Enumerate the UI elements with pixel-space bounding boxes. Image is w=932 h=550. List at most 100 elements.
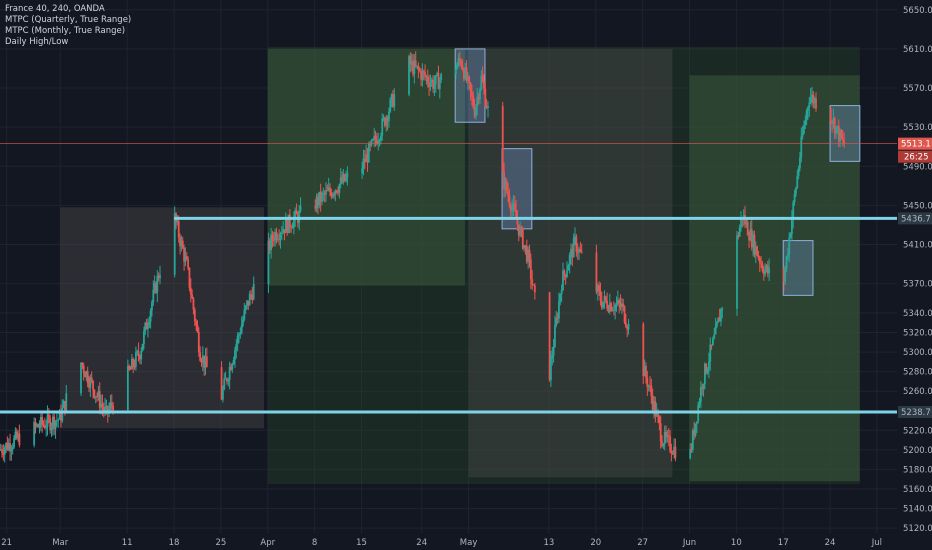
candle-body (92, 380, 94, 390)
candle-body (831, 121, 833, 124)
legend-title[interactable]: France 40, 240, OANDA (5, 4, 105, 14)
candle-body (671, 453, 674, 455)
x-tick-label: 13 (543, 538, 554, 548)
candle-body (571, 248, 574, 258)
x-tick-label: 27 (637, 538, 648, 548)
candle-body (46, 414, 49, 428)
candle-body (151, 302, 153, 311)
candle-body (60, 411, 62, 421)
candle-body (227, 380, 230, 382)
candle-body (84, 372, 86, 378)
candle-body (346, 173, 349, 177)
candle-body (627, 323, 630, 330)
candle-body (764, 269, 767, 275)
candle-body (603, 296, 606, 302)
candle-body (784, 269, 787, 282)
candle-body (109, 402, 112, 409)
candle-body (843, 140, 846, 144)
last-price-badge (898, 137, 932, 150)
candle-body (18, 433, 21, 446)
x-tick-label: 24 (416, 538, 427, 548)
candle-body (96, 396, 98, 398)
candle-body (694, 423, 697, 436)
legend-indicator-quarterly[interactable]: MTPC (Quarterly, True Range) (5, 15, 132, 25)
legend-indicator-daily[interactable]: Daily High/Low (5, 37, 69, 47)
candle-body (645, 365, 647, 378)
candle-body (653, 401, 655, 410)
candle-body (479, 88, 481, 100)
y-tick-label: 5220.0 (903, 426, 932, 436)
legend-indicator-monthly[interactable]: MTPC (Monthly, True Range) (5, 26, 126, 36)
candle-body (480, 75, 483, 89)
candle-body (409, 56, 412, 65)
candle-body (567, 265, 570, 271)
candle-body (487, 106, 489, 109)
candle-body (620, 303, 623, 308)
candle-body (839, 130, 842, 142)
candle-body (616, 300, 619, 304)
candle-body (377, 140, 380, 145)
candle-body (180, 240, 183, 247)
candle-body (38, 426, 41, 428)
candle-body (606, 300, 609, 309)
candle-body (756, 246, 758, 256)
candle-body (579, 249, 582, 252)
candle-body (531, 279, 534, 285)
candle-body (527, 249, 530, 262)
candle-body (416, 65, 418, 67)
candle-body (189, 287, 192, 295)
candle-body (608, 303, 611, 312)
candle-body (50, 426, 53, 431)
candle-body (323, 193, 326, 195)
candle-body (428, 82, 430, 87)
candle-body (231, 364, 234, 370)
candle-body (511, 207, 513, 212)
y-tick-label: 5200.0 (903, 446, 932, 456)
candle-body (147, 325, 149, 330)
candle-body (418, 69, 421, 72)
horizontal-levels[interactable]: 5436.7 5238.7 5513.1 26:25 (0, 137, 932, 419)
candle-body (45, 427, 48, 429)
candle-body (361, 168, 364, 174)
candle-body (800, 136, 803, 158)
candle-body (287, 214, 290, 233)
candle-body (314, 205, 317, 209)
candle-body (35, 424, 38, 427)
candle-body (456, 64, 459, 70)
candle-body (580, 251, 583, 253)
y-tick-label: 5280.0 (903, 368, 932, 378)
candle-body (754, 246, 757, 255)
candle-body (334, 190, 337, 195)
candle-body (58, 411, 61, 420)
candle-body (598, 285, 601, 291)
candle-body (507, 191, 509, 196)
candle-body (622, 303, 625, 307)
candle-body (562, 270, 564, 291)
candle-body (382, 117, 385, 119)
candle-body (192, 298, 195, 310)
candle-body (64, 401, 66, 411)
candle-body (429, 82, 432, 87)
candle-body (520, 227, 523, 229)
candle-body (275, 232, 278, 240)
level-label: 5238.7 (901, 408, 931, 418)
candle-body (524, 245, 527, 247)
candle-body (235, 344, 238, 350)
candle-body (559, 294, 562, 302)
candle-body (717, 317, 720, 323)
candle-body (740, 218, 742, 228)
candle-body (274, 232, 277, 241)
candle-body (370, 139, 373, 145)
candle-body (701, 386, 704, 389)
candle-body (533, 285, 536, 293)
candle-body (149, 310, 152, 322)
candle-body (203, 355, 206, 368)
candle-body (392, 94, 394, 107)
candle-body (228, 366, 231, 381)
candle-body (97, 391, 100, 397)
y-tick-label: 5140.0 (903, 505, 932, 515)
candle-body (509, 205, 512, 212)
candle-body (757, 255, 760, 259)
candle-body (738, 227, 741, 237)
